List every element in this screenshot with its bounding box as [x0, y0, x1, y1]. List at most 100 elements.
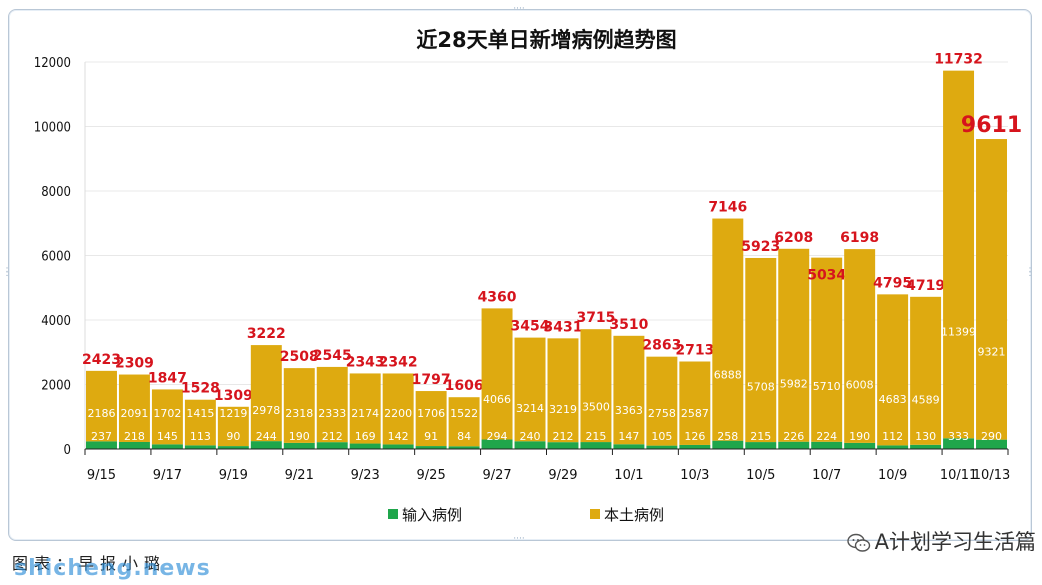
total-value-label: 1847 — [148, 370, 187, 386]
total-value-label: 1606 — [445, 378, 484, 394]
bar-imported — [283, 442, 315, 449]
total-value-label: 2863 — [642, 338, 681, 354]
bar-imported — [448, 446, 480, 449]
local-value-label: 4683 — [879, 393, 907, 406]
bar-local — [877, 294, 909, 446]
chart-frame — [8, 9, 1032, 541]
bar-imported — [250, 441, 282, 449]
total-value-label: 2309 — [115, 356, 154, 372]
total-value-label: 6198 — [840, 230, 879, 246]
resize-handle-top[interactable]: ···· — [513, 4, 525, 14]
bar-local — [250, 345, 282, 442]
bar-local — [481, 308, 513, 440]
bar-local — [184, 399, 216, 446]
imported-value-label: 226 — [783, 430, 804, 443]
bar-imported — [910, 444, 942, 449]
legend-swatch — [590, 509, 600, 519]
local-value-label: 2333 — [318, 407, 346, 420]
local-value-label: 1702 — [153, 407, 181, 420]
bar-imported — [316, 442, 348, 449]
bar-local — [613, 335, 645, 445]
x-tick-label: 9/23 — [351, 468, 380, 483]
imported-value-label: 145 — [157, 430, 178, 443]
x-tick-label: 9/25 — [417, 468, 446, 483]
bar-local — [745, 257, 777, 443]
wechat-icon — [846, 533, 870, 552]
imported-value-label: 113 — [190, 430, 211, 443]
bar-imported — [745, 442, 777, 449]
resize-handle-right[interactable]: :: — [1028, 265, 1032, 279]
imported-value-label: 90 — [226, 430, 240, 443]
bar-local — [415, 391, 447, 447]
total-value-label: 4795 — [873, 275, 912, 291]
bar-imported — [613, 444, 645, 449]
local-value-label: 6008 — [846, 379, 874, 392]
bar-local — [118, 374, 150, 442]
y-tick-label: 4000 — [41, 314, 71, 329]
total-value-label: 2342 — [379, 354, 418, 370]
bar-local — [151, 389, 183, 445]
total-value-label: 2343 — [346, 354, 385, 370]
bar-imported — [712, 440, 744, 449]
legend-swatch — [388, 509, 398, 519]
bar-imported — [514, 441, 546, 449]
imported-value-label: 333 — [948, 430, 969, 443]
local-value-label: 2200 — [384, 407, 412, 420]
bar-local — [382, 373, 414, 445]
bar-local — [811, 257, 843, 442]
site-watermark: shicheng.news — [14, 556, 211, 581]
local-value-label: 3363 — [615, 404, 643, 417]
bar-imported — [184, 445, 216, 449]
local-value-label: 1706 — [417, 407, 445, 420]
x-tick-label: 10/1 — [614, 468, 643, 483]
imported-value-label: 190 — [289, 430, 310, 443]
y-tick-label: 2000 — [41, 379, 71, 394]
bar-imported — [844, 442, 876, 449]
local-value-label: 11399 — [941, 325, 976, 338]
x-tick-label: 9/21 — [285, 468, 314, 483]
total-value-label: 2713 — [675, 343, 714, 359]
x-tick-label: 10/3 — [680, 468, 709, 483]
local-value-label: 2758 — [648, 407, 676, 420]
total-value-label: 3715 — [576, 310, 615, 326]
imported-value-label: 84 — [457, 430, 471, 443]
x-tick-label: 9/27 — [482, 468, 511, 483]
resize-handle-bottom[interactable]: ···· — [513, 534, 525, 544]
local-value-label: 2174 — [351, 407, 379, 420]
bar-imported — [646, 445, 678, 449]
imported-value-label: 218 — [124, 430, 145, 443]
bar-imported — [382, 444, 414, 449]
bar-local — [778, 248, 810, 442]
x-tick-label: 10/11 — [940, 468, 977, 483]
local-value-label: 9321 — [978, 345, 1006, 358]
bar-local — [976, 139, 1007, 440]
total-value-label: 5034 — [807, 268, 846, 284]
bar-imported — [349, 443, 381, 449]
bar-imported — [943, 438, 975, 449]
imported-value-label: 147 — [618, 430, 639, 443]
bar-local — [679, 361, 711, 445]
imported-value-label: 169 — [355, 430, 376, 443]
x-tick-label: 9/17 — [153, 468, 182, 483]
bar-local — [217, 406, 249, 447]
bar-local — [910, 296, 942, 445]
total-value-label: 2545 — [313, 348, 352, 364]
bar-local — [514, 337, 546, 442]
bar-imported — [118, 441, 150, 449]
total-value-label: 3454 — [511, 319, 550, 335]
bar-imported — [151, 444, 183, 449]
local-value-label: 1415 — [186, 407, 214, 420]
total-value-label: 3222 — [247, 326, 286, 342]
bar-imported — [217, 446, 249, 449]
total-value-label: 4360 — [478, 289, 517, 305]
bar-local — [349, 373, 381, 444]
local-value-label: 5982 — [780, 378, 808, 391]
imported-value-label: 290 — [981, 430, 1002, 443]
bar-imported — [877, 445, 909, 449]
legend-label: 本土病例 — [604, 506, 664, 524]
resize-handle-left[interactable]: :: — [5, 265, 9, 279]
bar-local — [283, 368, 315, 443]
bar-local — [316, 366, 348, 443]
bar-local — [844, 249, 876, 443]
local-value-label: 3214 — [516, 402, 544, 415]
